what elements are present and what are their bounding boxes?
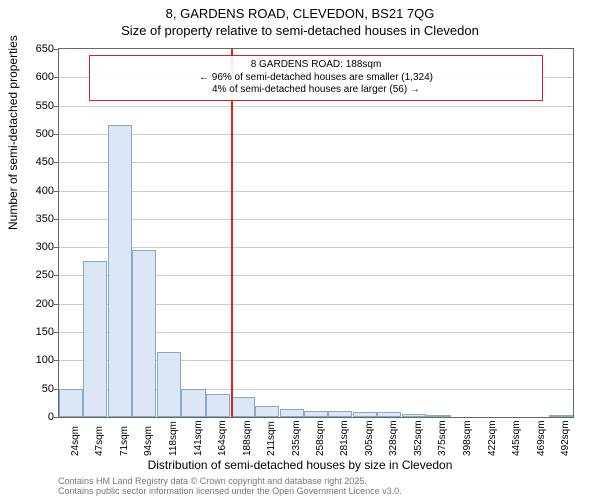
x-tick-label: 281sqm [339, 420, 350, 456]
y-tick-mark [54, 191, 59, 192]
histogram-bar [328, 411, 352, 417]
gridline [59, 219, 573, 220]
x-tick-label: 258sqm [315, 420, 326, 456]
y-tick-label: 350 [14, 213, 54, 225]
footer-attribution: Contains HM Land Registry data © Crown c… [58, 476, 402, 497]
x-tick-label: 398sqm [462, 420, 473, 456]
y-tick-label: 500 [14, 128, 54, 140]
x-tick-label: 492sqm [560, 420, 571, 456]
histogram-bar [426, 415, 450, 417]
y-tick-label: 250 [14, 269, 54, 281]
x-axis-label: Distribution of semi-detached houses by … [0, 458, 600, 472]
x-tick-label: 352sqm [413, 420, 424, 456]
gridline [59, 247, 573, 248]
x-tick-label: 188sqm [242, 420, 253, 456]
footer-line2: Contains public sector information licen… [58, 486, 402, 496]
callout-line1: 8 GARDENS ROAD: 188sqm [96, 59, 536, 72]
y-tick-mark [54, 332, 59, 333]
gridline [59, 191, 573, 192]
y-tick-label: 100 [14, 354, 54, 366]
y-tick-label: 0 [14, 411, 54, 423]
histogram-bar [377, 412, 401, 417]
title-address: 8, GARDENS ROAD, CLEVEDON, BS21 7QG [0, 0, 600, 21]
x-tick-label: 94sqm [143, 426, 154, 456]
x-tick-label: 375sqm [437, 420, 448, 456]
property-marker-line [231, 49, 233, 417]
y-tick-label: 400 [14, 185, 54, 197]
histogram-bar [402, 414, 426, 417]
x-tick-label: 445sqm [511, 420, 522, 456]
histogram-plot: 8 GARDENS ROAD: 188sqm ← 96% of semi-det… [58, 48, 574, 418]
histogram-bar [108, 125, 132, 417]
callout-line2: ← 96% of semi-detached houses are smalle… [96, 72, 536, 85]
histogram-bar [157, 352, 181, 417]
x-tick-label: 211sqm [266, 421, 277, 456]
x-tick-label: 141sqm [193, 420, 204, 456]
histogram-bar [353, 412, 377, 417]
x-tick-label: 71sqm [119, 426, 130, 456]
gridline [59, 162, 573, 163]
y-tick-mark [54, 304, 59, 305]
y-tick-label: 450 [14, 156, 54, 168]
gridline [59, 134, 573, 135]
y-tick-mark [54, 275, 59, 276]
footer-line1: Contains HM Land Registry data © Crown c… [58, 476, 402, 486]
y-tick-mark [54, 162, 59, 163]
x-tick-label: 305sqm [364, 420, 375, 456]
x-tick-label: 47sqm [94, 426, 105, 456]
y-tick-mark [54, 247, 59, 248]
histogram-bar [280, 409, 304, 417]
y-tick-mark [54, 106, 59, 107]
y-tick-mark [54, 49, 59, 50]
y-tick-mark [54, 134, 59, 135]
y-tick-mark [54, 77, 59, 78]
x-tick-label: 164sqm [217, 420, 228, 456]
y-tick-label: 150 [14, 326, 54, 338]
y-tick-label: 50 [14, 383, 54, 395]
x-tick-label: 24sqm [70, 426, 81, 456]
histogram-bar [304, 411, 328, 417]
gridline [59, 106, 573, 107]
y-tick-mark [54, 219, 59, 220]
y-tick-mark [54, 417, 59, 418]
y-tick-label: 600 [14, 71, 54, 83]
histogram-bar [59, 389, 83, 417]
histogram-bar [132, 250, 156, 417]
y-tick-mark [54, 360, 59, 361]
histogram-bar [231, 397, 255, 417]
x-tick-label: 422sqm [487, 420, 498, 456]
x-tick-label: 469sqm [536, 420, 547, 456]
x-tick-label: 235sqm [291, 420, 302, 456]
histogram-bar [549, 415, 573, 417]
histogram-bar [181, 389, 205, 417]
y-tick-label: 650 [14, 43, 54, 55]
histogram-bar [255, 406, 279, 417]
y-tick-label: 200 [14, 298, 54, 310]
y-tick-label: 550 [14, 100, 54, 112]
y-tick-label: 300 [14, 241, 54, 253]
histogram-bar [206, 394, 230, 417]
callout-box: 8 GARDENS ROAD: 188sqm ← 96% of semi-det… [89, 55, 543, 101]
histogram-bar [83, 261, 107, 417]
x-tick-label: 118sqm [168, 421, 179, 456]
callout-line3: 4% of semi-detached houses are larger (5… [96, 84, 536, 97]
title-subtitle: Size of property relative to semi-detach… [0, 21, 600, 38]
x-tick-label: 328sqm [388, 420, 399, 456]
